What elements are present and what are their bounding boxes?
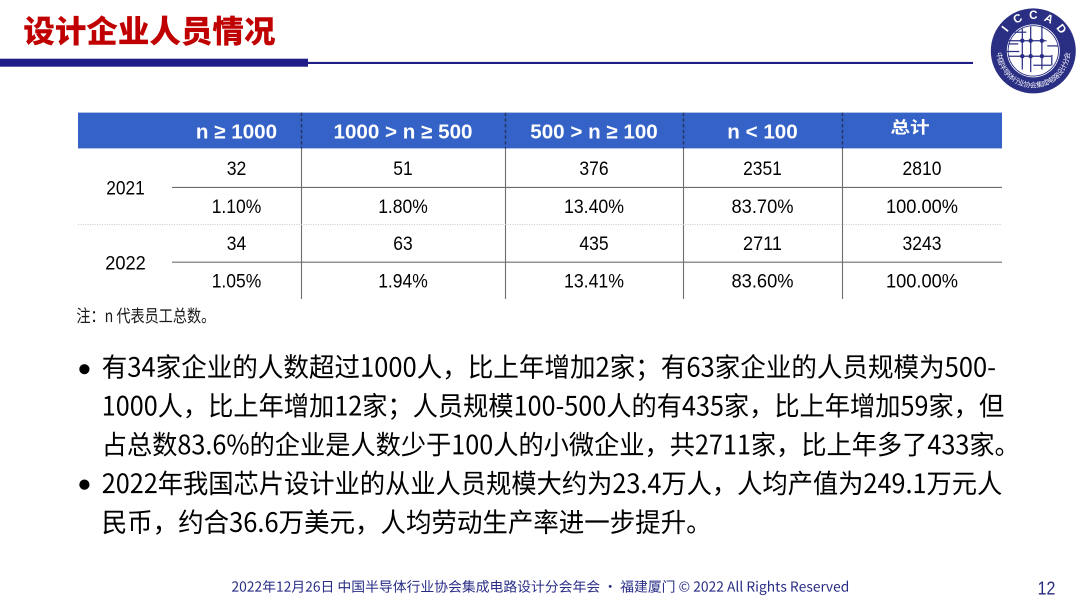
svg-text:C: C [1029, 9, 1038, 22]
svg-text:435: 435 [579, 234, 608, 255]
svg-text:I: I [999, 24, 1011, 35]
svg-text:1.05%: 1.05% [212, 272, 262, 293]
svg-text:1.10%: 1.10% [212, 197, 262, 218]
svg-text:13.40%: 13.40% [564, 197, 624, 218]
svg-text:100.00%: 100.00% [886, 272, 958, 293]
svg-text:63: 63 [393, 234, 412, 255]
svg-text:2351: 2351 [743, 159, 782, 180]
svg-text:n ≥ 1000: n ≥ 1000 [196, 121, 277, 144]
svg-text:3243: 3243 [903, 234, 942, 255]
svg-text:2022: 2022 [105, 253, 146, 275]
svg-text:2021: 2021 [106, 177, 145, 199]
svg-text:2810: 2810 [903, 159, 942, 180]
svg-text:12: 12 [1038, 578, 1056, 599]
svg-text:83.60%: 83.60% [732, 272, 794, 293]
svg-text:500 > n ≥ 100: 500 > n ≥ 100 [530, 121, 658, 144]
svg-text:1000 > n ≥ 500: 1000 > n ≥ 500 [334, 121, 473, 144]
svg-text:51: 51 [393, 159, 412, 180]
svg-text:32: 32 [227, 159, 247, 180]
svg-text:376: 376 [579, 159, 608, 180]
svg-text:83.70%: 83.70% [732, 197, 794, 218]
svg-text:1.94%: 1.94% [378, 272, 428, 293]
svg-text:2711: 2711 [743, 234, 782, 255]
svg-text:13.41%: 13.41% [564, 272, 624, 293]
svg-text:n < 100: n < 100 [727, 121, 797, 144]
svg-text:34: 34 [227, 234, 247, 255]
svg-text:1.80%: 1.80% [378, 197, 428, 218]
svg-text:100.00%: 100.00% [886, 197, 958, 218]
